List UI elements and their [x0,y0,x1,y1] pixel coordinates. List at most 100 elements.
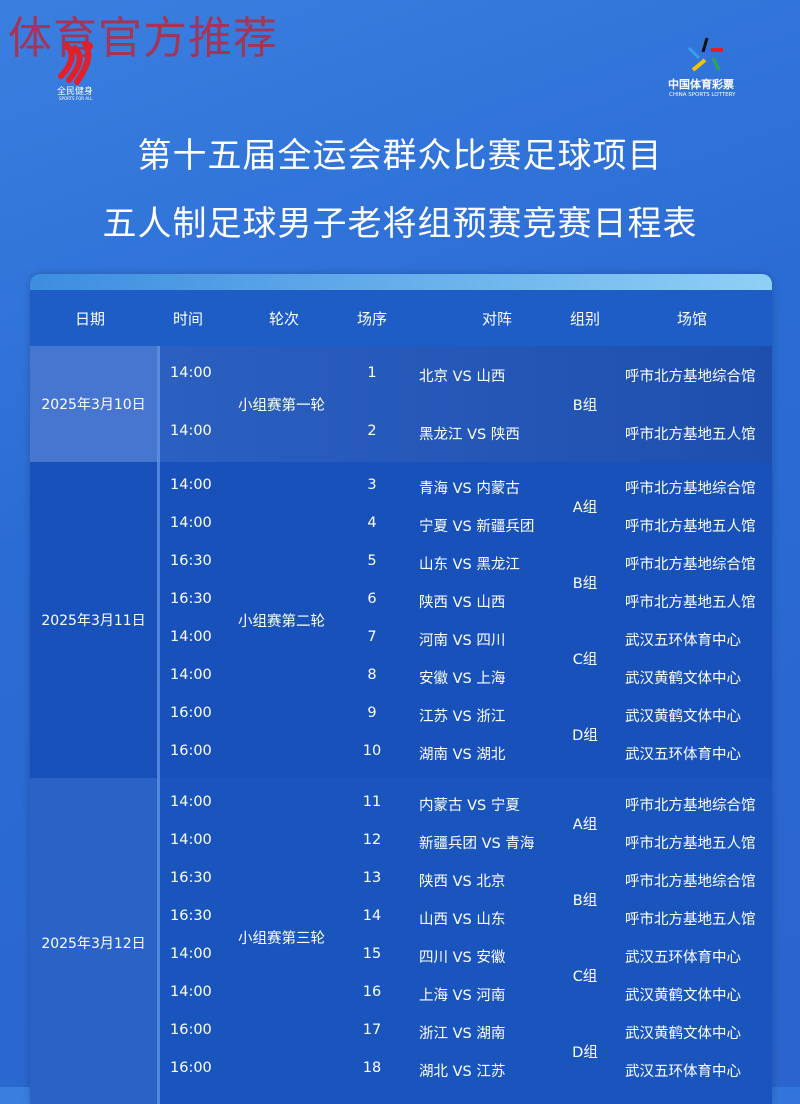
table-row: 14:00 2 黑龙江 VS 陕西 呼市北方基地五人馆 [160,423,770,443]
time-cell: 16:00 [170,743,212,759]
match-number: 16 [362,984,382,1000]
sports-for-all-logo: 全民健身 SPORTS FOR ALL [55,40,115,102]
matchup-cell: 江苏 VS 浙江 [419,709,506,725]
schedule-table: 日期 时间 轮次 场序 对阵 组别 场馆 2025年3月10日 小组赛第一轮 14:00 1 北京 … [30,274,772,1104]
matchup-cell: 黑龙江 VS 陕西 [419,427,520,443]
match-number: 7 [367,629,377,645]
match-number: 3 [367,477,377,493]
venue-cell: 武汉五环体育中心 [625,1064,741,1080]
match-number: 6 [367,591,377,607]
matchup-cell: 山东 VS 黑龙江 [419,557,520,573]
column-divider [157,778,160,1104]
page-title: 第十五届全运会群众比赛足球项目 [137,136,663,176]
table-row: 14:00 3 青海 VS 内蒙古 呼市北方基地综合馆 [160,477,770,497]
time-cell: 14:00 [170,515,212,531]
logo-left-sub: SPORTS FOR ALL [59,96,93,101]
time-cell: 14:00 [170,667,212,683]
venue-cell: 呼市北方基地五人馆 [625,595,756,611]
group-cell: B组 [572,398,598,414]
table-row: 14:00 15 四川 VS 安徽 武汉五环体育中心 [160,946,770,966]
date-cell: 2025年3月12日 [30,778,157,1104]
table-row: 14:00 11 内蒙古 VS 宁夏 呼市北方基地综合馆 [160,794,770,814]
match-number: 17 [362,1022,382,1038]
venue-cell: 武汉黄鹤文体中心 [625,988,741,1004]
match-number: 8 [367,667,377,683]
round-cell: 小组赛第三轮 [238,931,325,947]
matchup-cell: 湖北 VS 江苏 [419,1064,506,1080]
group-cell: D组 [572,728,598,744]
runner-figures-icon [58,41,93,85]
matchup-cell: 浙江 VS 湖南 [419,1026,506,1042]
column-header: 场馆 [676,310,708,328]
table-header: 日期 时间 轮次 场序 对阵 组别 场馆 [30,290,772,346]
matchup-cell: 北京 VS 山西 [419,369,506,385]
china-sports-lottery-logo: 中国体育彩票 CHINA SPORTS LOTTERY [665,36,755,102]
time-cell: 16:00 [170,1060,212,1076]
round-cell: 小组赛第一轮 [238,398,325,414]
matchup-cell: 山西 VS 山东 [419,912,506,928]
table-top-bar [30,274,772,290]
matchup-cell: 上海 VS 河南 [419,988,506,1004]
time-cell: 14:00 [170,946,212,962]
venue-cell: 呼市北方基地五人馆 [625,427,756,443]
date-cell: 2025年3月11日 [30,462,157,778]
table-row: 16:30 14 山西 VS 山东 呼市北方基地五人馆 [160,908,770,928]
date-cell: 2025年3月10日 [30,346,157,462]
logo-left-text: 全民健身 [57,87,94,97]
column-divider [157,462,160,778]
day-block: 2025年3月11日 小组赛第二轮 14:00 3 青海 VS 内蒙古 呼市北方基地综合馆… [30,462,772,778]
match-number: 10 [362,743,382,759]
time-cell: 16:30 [170,591,212,607]
table-row: 14:00 16 上海 VS 河南 武汉黄鹤文体中心 [160,984,770,1004]
column-header: 对阵 [481,310,513,328]
venue-cell: 武汉黄鹤文体中心 [625,1026,741,1042]
column-header: 时间 [172,310,204,328]
venue-cell: 呼市北方基地综合馆 [625,481,756,497]
match-number: 14 [362,908,382,924]
time-cell: 14:00 [170,365,212,381]
venue-cell: 呼市北方基地五人馆 [625,519,756,535]
group-cell: A组 [572,500,598,516]
table-row: 16:00 18 湖北 VS 江苏 武汉五环体育中心 [160,1060,770,1080]
time-cell: 14:00 [170,832,212,848]
venue-cell: 呼市北方基地综合馆 [625,557,756,573]
venue-cell: 呼市北方基地五人馆 [625,836,756,852]
column-header: 场序 [356,310,388,328]
match-number: 5 [367,553,377,569]
group-cell: B组 [572,893,598,909]
match-number: 12 [362,832,382,848]
venue-cell: 武汉黄鹤文体中心 [625,671,741,687]
group-cell: A组 [572,817,598,833]
matchup-cell: 湖南 VS 湖北 [419,747,506,763]
matchup-cell: 青海 VS 内蒙古 [419,481,520,497]
time-cell: 16:00 [170,705,212,721]
group-cell: D组 [572,1045,598,1061]
time-cell: 14:00 [170,423,212,439]
venue-cell: 武汉五环体育中心 [625,747,741,763]
venue-cell: 武汉五环体育中心 [625,950,741,966]
matchup-cell: 安徽 VS 上海 [419,671,506,687]
page-subtitle: 五人制足球男子老将组预赛竞赛日程表 [102,204,698,244]
time-cell: 16:30 [170,553,212,569]
match-number: 9 [367,705,377,721]
table-row: 16:30 5 山东 VS 黑龙江 呼市北方基地综合馆 [160,553,770,573]
column-divider [157,346,160,462]
lottery-star-icon [687,37,723,72]
match-number: 11 [362,794,382,810]
day-block: 2025年3月10日 小组赛第一轮 14:00 1 北京 VS 山西 呼市北方基地综合馆 1… [30,346,772,462]
venue-cell: 呼市北方基地五人馆 [625,912,756,928]
time-cell: 16:30 [170,908,212,924]
match-number: 2 [367,423,377,439]
table-row: 14:00 7 河南 VS 四川 武汉五环体育中心 [160,629,770,649]
matchup-cell: 内蒙古 VS 宁夏 [419,798,520,814]
venue-cell: 呼市北方基地综合馆 [625,874,756,890]
day-block: 2025年3月12日 小组赛第三轮 14:00 11 内蒙古 VS 宁夏呼市北方基地综合… [30,778,772,1104]
group-cell: B组 [572,576,598,592]
table-row: 16:00 9 江苏 VS 浙江 武汉黄鹤文体中心 [160,705,770,725]
table-row: 16:30 13 陕西 VS 北京 呼市北方基地综合馆 [160,870,770,890]
watermark: 体育官方推荐 [8,13,278,64]
table-row: 16:30 6 陕西 VS 山西 呼市北方基地五人馆 [160,591,770,611]
column-header: 轮次 [268,310,300,328]
match-number: 15 [362,946,382,962]
table-row: 14:00 1 北京 VS 山西 呼市北方基地综合馆 [160,365,770,385]
